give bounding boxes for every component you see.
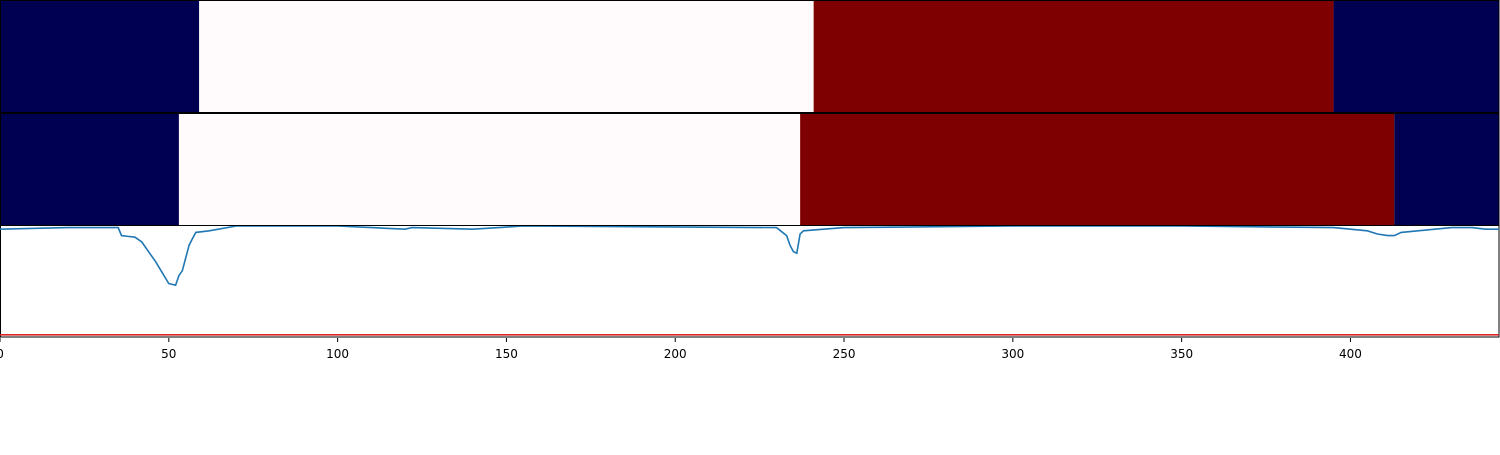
heat-row-frame: [0, 113, 1500, 226]
x-tick-label: 350: [1170, 347, 1193, 361]
x-tick-label: 50: [161, 347, 176, 361]
heat-segment: [800, 113, 1395, 225]
x-tick-label: 150: [495, 347, 518, 361]
heatmap-row-1: [0, 0, 1500, 113]
x-tick-label: 200: [664, 347, 687, 361]
heat-segment: [1333, 0, 1499, 112]
line-plot-layer: [0, 224, 1500, 338]
line-series: [0, 225, 1499, 287]
x-tick-label: 250: [833, 347, 856, 361]
x-tick-label: 400: [1339, 347, 1362, 361]
heat-row-frame: [0, 0, 1500, 113]
heatmap-row-2: [0, 113, 1500, 226]
x-tick-label: 300: [1001, 347, 1024, 361]
heat-segment: [199, 0, 814, 112]
x-tick-label: 0: [0, 347, 4, 361]
line-panel-frame: [0, 224, 1500, 338]
heat-segment: [1394, 113, 1499, 225]
heat-segment: [813, 0, 1334, 112]
heat-segment: [0, 113, 179, 225]
x-axis: 0 50 100 150 200 250 300 350 400: [0, 338, 1362, 361]
heatmap-layer: [0, 0, 1500, 226]
heat-segment: [178, 113, 801, 225]
heat-segment: [0, 0, 200, 112]
x-tick-label: 100: [326, 347, 349, 361]
